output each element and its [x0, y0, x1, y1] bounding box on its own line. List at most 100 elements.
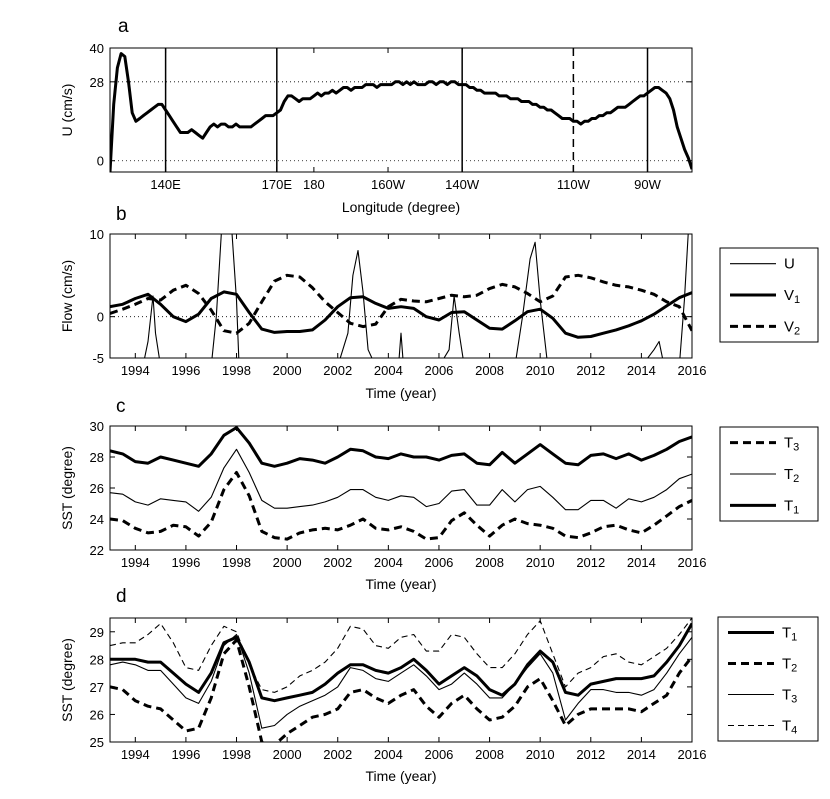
series-U [144, 234, 689, 358]
legend-entry: T1 [784, 497, 799, 516]
x-tick-label: 1998 [222, 363, 251, 378]
x-tick-label: 1996 [171, 747, 200, 762]
series-T2 [110, 448, 692, 512]
y-tick-label: 26 [90, 481, 104, 496]
x-axis-label: Time (year) [365, 768, 436, 784]
x-tick-label: 2000 [273, 747, 302, 762]
series-V2 [110, 273, 692, 335]
x-tick-label: 160W [371, 177, 406, 192]
y-tick-label: 22 [90, 543, 104, 558]
panel-label: a [118, 16, 129, 37]
legend-entry: T3 [784, 435, 799, 454]
x-tick-label: 1998 [222, 555, 251, 570]
x-tick-label: 2000 [273, 555, 302, 570]
series-T3 [110, 471, 692, 541]
x-tick-label: 140E [150, 177, 181, 192]
series-T2 [110, 638, 692, 742]
x-tick-label: 2006 [424, 363, 453, 378]
x-axis-label: Time (year) [365, 385, 436, 401]
x-tick-label: 2000 [273, 363, 302, 378]
panel-b: 1994 1996 1998 2000 2002 2004 2006 2008 2010 2012… [59, 204, 819, 401]
y-tick-label: 29 [90, 625, 104, 640]
y-tick-label: 26 [90, 707, 104, 722]
y-tick-label: 0 [97, 154, 104, 169]
x-tick-label: 180 [303, 177, 325, 192]
panel-a: 140E 170E 180 160W 140W 110W 90W 0 28 40 Longitude… [59, 16, 693, 215]
x-tick-label: 170E [262, 177, 293, 192]
x-tick-label: 2008 [475, 363, 504, 378]
legend-box [717, 616, 819, 742]
legend-entry: T3 [782, 687, 797, 706]
series-T1 [110, 426, 692, 468]
x-tick-label: 90W [634, 177, 661, 192]
y-tick-label: 0 [97, 310, 104, 325]
plot-frame [109, 233, 693, 359]
panel-d: 1994 1996 1998 2000 2002 2004 2006 2008 2010 2012… [59, 586, 819, 784]
x-tick-label: 2014 [627, 747, 656, 762]
y-tick-label: 24 [90, 512, 104, 527]
x-tick-label: 2004 [374, 747, 403, 762]
x-tick-label: 2004 [374, 363, 403, 378]
x-tick-label: 2012 [576, 747, 605, 762]
x-tick-label: 2010 [526, 555, 555, 570]
x-tick-label: 2010 [526, 747, 555, 762]
x-tick-label: 110W [557, 177, 591, 192]
legend: T3 T2 T1 [719, 426, 819, 522]
y-tick-label: 25 [90, 735, 104, 750]
x-tick-label: 1996 [171, 363, 200, 378]
x-tick-label: 1994 [121, 363, 150, 378]
y-tick-label: 28 [90, 75, 104, 90]
x-tick-label: 2014 [627, 363, 656, 378]
x-tick-label: 2002 [323, 363, 352, 378]
x-tick-label: 2008 [475, 747, 504, 762]
x-tick-label: 1994 [121, 555, 150, 570]
legend-entry: T2 [784, 466, 799, 485]
y-axis-label: SST (degree) [59, 446, 75, 530]
legend-entry: T4 [782, 718, 797, 737]
legend-entry: T1 [782, 625, 797, 644]
legend-entry: V1 [784, 287, 800, 306]
y-tick-label: 28 [90, 450, 104, 465]
x-tick-label: 1996 [171, 555, 200, 570]
panel-label: b [116, 204, 127, 225]
x-axis-label: Time (year) [365, 576, 436, 592]
legend-entry: V2 [784, 318, 800, 337]
series-T3 [110, 633, 692, 729]
y-axis-label: Flow (cm/s) [59, 260, 75, 332]
legend: T1 T2 T3 T4 [717, 616, 819, 742]
x-tick-label: 2016 [678, 363, 707, 378]
x-tick-label: 1994 [121, 747, 150, 762]
y-tick-label: 27 [90, 680, 104, 695]
x-tick-label: 2012 [576, 363, 605, 378]
series-T1 [110, 622, 692, 703]
x-tick-label: 1998 [222, 747, 251, 762]
x-tick-label: 2016 [678, 747, 707, 762]
plot-frame [109, 425, 693, 551]
x-tick-label: 2010 [526, 363, 555, 378]
x-tick-label: 2004 [374, 555, 403, 570]
y-tick-label: 30 [90, 419, 104, 434]
y-tick-label: -5 [92, 351, 104, 366]
x-tick-label: 2002 [323, 555, 352, 570]
x-tick-label: 2002 [323, 747, 352, 762]
x-tick-label: 140W [445, 177, 480, 192]
panel-label: c [116, 396, 126, 417]
y-axis-label: U (cm/s) [59, 84, 75, 137]
y-tick-label: 28 [90, 652, 104, 667]
legend: U V1 V2 [719, 247, 819, 343]
x-tick-label: 2012 [576, 555, 605, 570]
x-axis-label: Longitude (degree) [342, 199, 460, 215]
x-tick-label: 2008 [475, 555, 504, 570]
plot-frame [109, 47, 693, 173]
panel-c: 1994 1996 1998 2000 2002 2004 2006 2008 2010 2012… [59, 396, 819, 592]
y-tick-label: 40 [90, 41, 104, 56]
x-tick-label: 2016 [678, 555, 707, 570]
y-tick-label: 10 [90, 227, 104, 242]
x-tick-label: 2006 [424, 555, 453, 570]
series-U [110, 52, 692, 172]
x-tick-label: 2006 [424, 747, 453, 762]
series-T4 [110, 618, 692, 693]
y-axis-label: SST (degree) [59, 638, 75, 722]
legend-entry: U [784, 256, 795, 273]
